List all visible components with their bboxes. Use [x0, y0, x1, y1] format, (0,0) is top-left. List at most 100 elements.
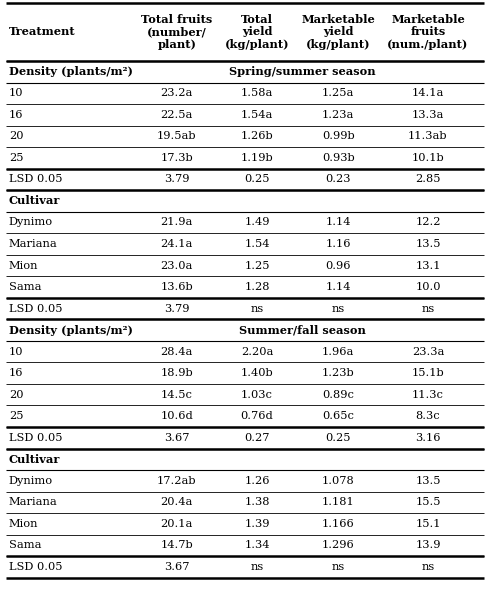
Text: 1.28: 1.28 — [244, 282, 270, 292]
Text: 1.34: 1.34 — [244, 541, 270, 550]
Text: 1.03c: 1.03c — [241, 390, 273, 399]
Text: Sama: Sama — [9, 541, 41, 550]
Text: 16: 16 — [9, 368, 24, 378]
Text: 13.6b: 13.6b — [161, 282, 193, 292]
Text: 1.96a: 1.96a — [322, 347, 354, 356]
Text: 16: 16 — [9, 110, 24, 120]
Text: 0.99b: 0.99b — [322, 132, 355, 141]
Text: 25: 25 — [9, 411, 24, 421]
Text: Cultivar: Cultivar — [9, 196, 60, 206]
Text: Total fruits
(number/
plant): Total fruits (number/ plant) — [141, 14, 213, 50]
Text: 1.166: 1.166 — [322, 519, 355, 529]
Text: 17.2ab: 17.2ab — [157, 476, 196, 486]
Text: 1.26b: 1.26b — [241, 132, 273, 141]
Text: 28.4a: 28.4a — [161, 347, 193, 356]
Text: ns: ns — [250, 562, 264, 572]
Text: Density (plants/m²): Density (plants/m²) — [9, 66, 133, 77]
Text: 13.3a: 13.3a — [412, 110, 444, 120]
Text: 3.67: 3.67 — [164, 433, 190, 443]
Text: Marketable
yield
(kg/plant): Marketable yield (kg/plant) — [301, 14, 375, 50]
Text: 0.89c: 0.89c — [322, 390, 354, 399]
Text: 10.6d: 10.6d — [161, 411, 193, 421]
Text: 19.5ab: 19.5ab — [157, 132, 196, 141]
Text: 0.76d: 0.76d — [241, 411, 273, 421]
Text: 1.38: 1.38 — [244, 498, 270, 507]
Text: 23.3a: 23.3a — [412, 347, 444, 356]
Text: Mariana: Mariana — [9, 498, 57, 507]
Text: LSD 0.05: LSD 0.05 — [9, 562, 62, 572]
Text: 1.49: 1.49 — [244, 218, 270, 227]
Text: 8.3c: 8.3c — [416, 411, 440, 421]
Text: 23.0a: 23.0a — [161, 261, 193, 270]
Text: 23.2a: 23.2a — [161, 89, 193, 98]
Text: 15.1: 15.1 — [415, 519, 441, 529]
Text: 13.5: 13.5 — [415, 476, 441, 486]
Text: 1.39: 1.39 — [244, 519, 270, 529]
Text: 1.26: 1.26 — [244, 476, 270, 486]
Text: 14.7b: 14.7b — [161, 541, 193, 550]
Text: 1.58a: 1.58a — [241, 89, 273, 98]
Text: ns: ns — [332, 562, 345, 572]
Text: 12.2: 12.2 — [415, 218, 441, 227]
Text: ns: ns — [250, 304, 264, 313]
Text: 15.5: 15.5 — [415, 498, 441, 507]
Text: 1.14: 1.14 — [325, 282, 351, 292]
Text: 10: 10 — [9, 89, 24, 98]
Text: 10.0: 10.0 — [415, 282, 441, 292]
Text: 2.85: 2.85 — [415, 175, 441, 184]
Text: 3.16: 3.16 — [415, 433, 441, 443]
Text: 17.3b: 17.3b — [161, 153, 193, 163]
Text: ns: ns — [421, 304, 435, 313]
Text: 1.14: 1.14 — [325, 218, 351, 227]
Text: 14.1a: 14.1a — [412, 89, 444, 98]
Text: 0.96: 0.96 — [325, 261, 351, 270]
Text: 1.16: 1.16 — [325, 239, 351, 249]
Text: 0.25: 0.25 — [325, 433, 351, 443]
Text: 20: 20 — [9, 390, 24, 399]
Text: 11.3ab: 11.3ab — [408, 132, 448, 141]
Text: 10: 10 — [9, 347, 24, 356]
Text: Mariana: Mariana — [9, 239, 57, 249]
Text: 13.1: 13.1 — [415, 261, 441, 270]
Text: 1.40b: 1.40b — [241, 368, 273, 378]
Text: 3.67: 3.67 — [164, 562, 190, 572]
Text: Total
yield
(kg/plant): Total yield (kg/plant) — [224, 14, 289, 50]
Text: 0.25: 0.25 — [244, 175, 270, 184]
Text: 10.1b: 10.1b — [412, 153, 444, 163]
Text: 1.54: 1.54 — [244, 239, 270, 249]
Text: 25: 25 — [9, 153, 24, 163]
Text: 14.5c: 14.5c — [161, 390, 193, 399]
Text: 2.20a: 2.20a — [241, 347, 273, 356]
Text: 1.23a: 1.23a — [322, 110, 354, 120]
Text: LSD 0.05: LSD 0.05 — [9, 175, 62, 184]
Text: 0.93b: 0.93b — [322, 153, 355, 163]
Text: 13.5: 13.5 — [415, 239, 441, 249]
Text: 0.65c: 0.65c — [322, 411, 354, 421]
Text: Sama: Sama — [9, 282, 41, 292]
Text: 24.1a: 24.1a — [161, 239, 193, 249]
Text: 15.1b: 15.1b — [412, 368, 444, 378]
Text: LSD 0.05: LSD 0.05 — [9, 433, 62, 443]
Text: 1.25: 1.25 — [244, 261, 270, 270]
Text: 1.181: 1.181 — [322, 498, 355, 507]
Text: 20.1a: 20.1a — [161, 519, 193, 529]
Text: 1.078: 1.078 — [322, 476, 355, 486]
Text: 1.25a: 1.25a — [322, 89, 354, 98]
Text: ns: ns — [332, 304, 345, 313]
Text: 1.23b: 1.23b — [322, 368, 355, 378]
Text: Density (plants/m²): Density (plants/m²) — [9, 325, 133, 335]
Text: ns: ns — [421, 562, 435, 572]
Text: Treatment: Treatment — [9, 26, 75, 38]
Text: 20: 20 — [9, 132, 24, 141]
Text: Mion: Mion — [9, 519, 38, 529]
Text: 11.3c: 11.3c — [412, 390, 444, 399]
Text: 0.27: 0.27 — [244, 433, 270, 443]
Text: 1.19b: 1.19b — [241, 153, 273, 163]
Text: Mion: Mion — [9, 261, 38, 270]
Text: Cultivar: Cultivar — [9, 454, 60, 465]
Text: 0.23: 0.23 — [325, 175, 351, 184]
Text: Summer/fall season: Summer/fall season — [239, 325, 366, 335]
Text: Spring/summer season: Spring/summer season — [229, 66, 376, 77]
Text: 3.79: 3.79 — [164, 304, 190, 313]
Text: Dynimo: Dynimo — [9, 218, 53, 227]
